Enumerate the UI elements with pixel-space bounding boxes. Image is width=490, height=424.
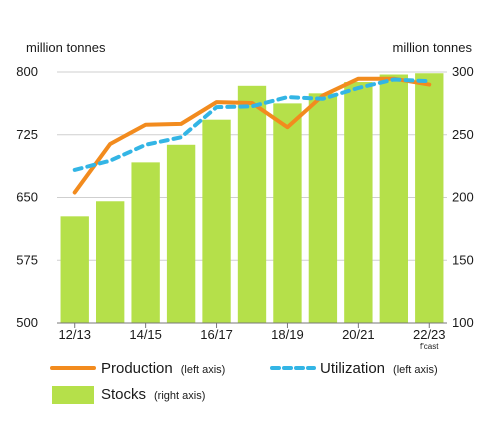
series-lines: [72, 76, 432, 195]
stocks-bars: [60, 73, 444, 324]
stocks-bar: [308, 93, 338, 324]
x-tick-label: 14/15: [129, 327, 162, 342]
stocks-bar: [96, 201, 125, 323]
legend-production-label: Production: [101, 360, 173, 377]
left-tick-label: 575: [16, 252, 38, 267]
legend-stocks-note: (right axis): [154, 390, 206, 402]
x-tick-label: 18/19: [271, 327, 304, 342]
legend-production: Production (left axis): [101, 360, 225, 377]
right-axis-label: million tonnes: [392, 40, 473, 55]
right-tick-label: 100: [452, 315, 474, 330]
right-tick-label: 150: [452, 252, 474, 267]
left-axis-label: million tonnes: [26, 40, 106, 55]
x-tick-label: 12/13: [58, 327, 91, 342]
left-tick-label: 725: [16, 127, 38, 142]
production-line: [72, 76, 432, 195]
legend-utilization-label: Utilization: [320, 360, 386, 377]
stocks-bar: [379, 74, 408, 323]
x-tick-label: 20/21: [342, 327, 375, 342]
legend-utilization: Utilization (left axis): [320, 360, 438, 377]
left-tick-label: 800: [16, 64, 38, 79]
stocks-bar: [344, 82, 373, 323]
left-tick-label: 650: [16, 190, 38, 205]
stocks-bar: [202, 119, 231, 323]
legend-stocks-label: Stocks: [101, 386, 147, 403]
stocks-bar: [166, 144, 196, 323]
x-tick-label: 22/23: [413, 327, 446, 342]
stocks-bar: [60, 216, 89, 323]
right-tick-label: 200: [452, 190, 474, 205]
stocks-bar: [237, 85, 267, 324]
right-tick-label: 300: [452, 64, 474, 79]
utilization-line: [72, 77, 432, 172]
legend-utilization-note: (left axis): [393, 364, 438, 376]
stocks-bar: [131, 162, 160, 323]
axes: 500 100 575 150 650 200 725 250 800 300 12/13 14/15…: [16, 64, 473, 351]
x-tick-label: 16/17: [200, 327, 233, 342]
stocks-bar: [415, 73, 444, 323]
legend-production-note: (left axis): [180, 364, 226, 376]
legend-stocks: Stocks (right axis): [101, 386, 205, 403]
x-tick-sublabel: f'cast: [420, 342, 439, 351]
right-tick-label: 250: [452, 127, 474, 142]
stocks-bar: [273, 103, 302, 323]
left-tick-label: 500: [16, 315, 38, 330]
